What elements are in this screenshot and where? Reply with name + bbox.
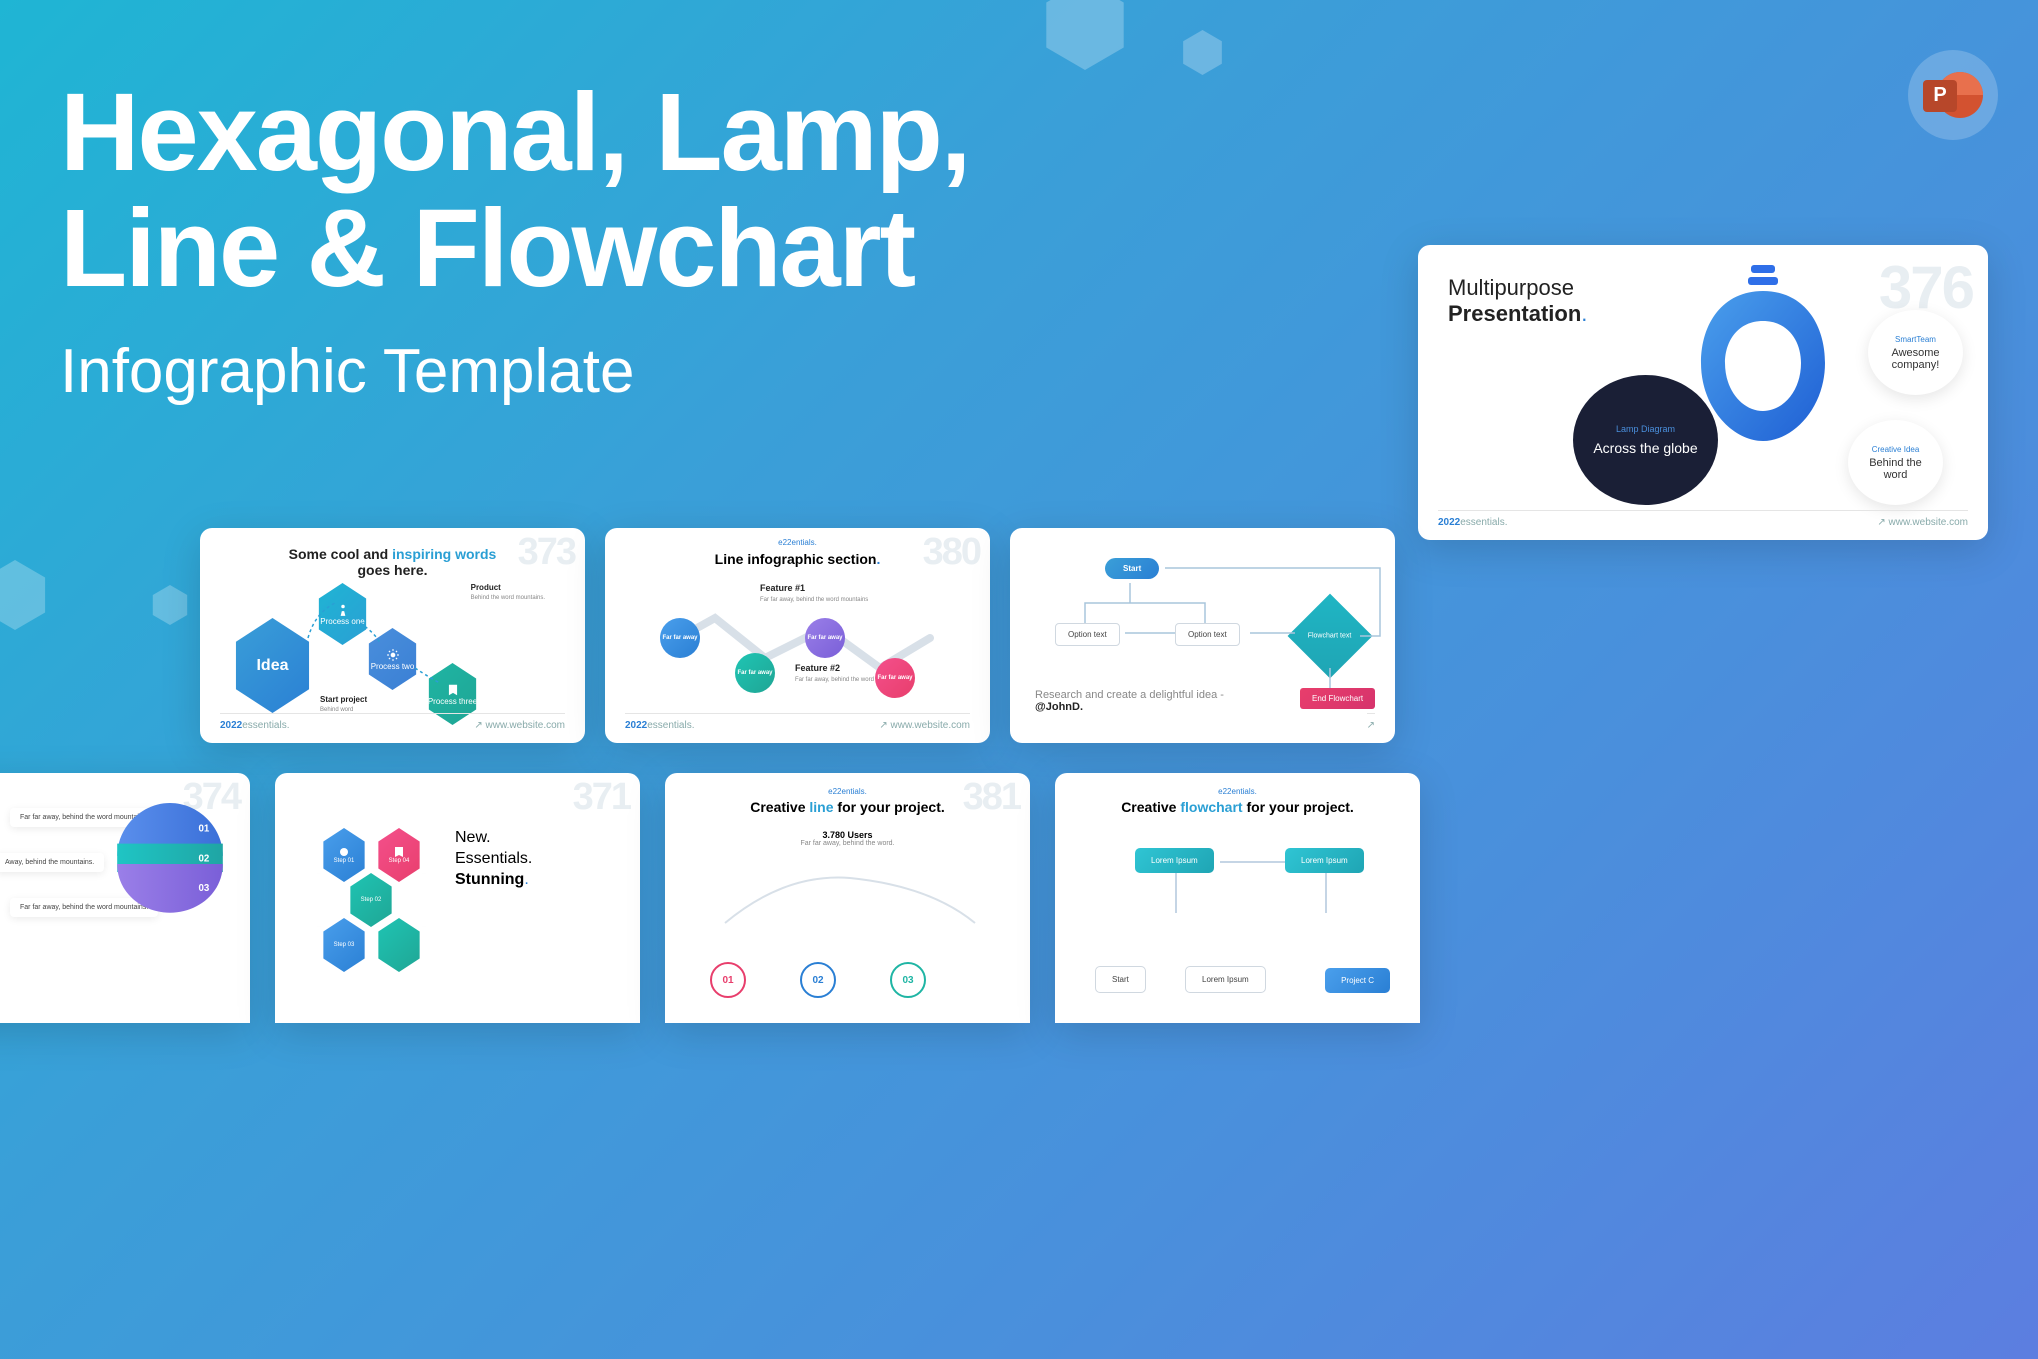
svg-text:03: 03	[198, 883, 209, 894]
slide-footer: 2022essentials. ↗ www.website.com	[1438, 510, 1968, 528]
bubble-creative: Creative Idea Behind the word	[1848, 420, 1943, 505]
hex-step-blank2	[400, 873, 448, 927]
bubble-dark: Lamp Diagram Across the globe	[1573, 375, 1718, 505]
circle-1: 01	[710, 962, 746, 998]
slide-creative-flowchart: e22entials. Creative flowchart for your …	[1055, 773, 1420, 1023]
slide-hex-steps: 371 New. Essentials. Stunning. Step 01 S…	[275, 773, 640, 1023]
slide-number: 381	[963, 776, 1020, 819]
node-2: Far far away	[735, 653, 775, 693]
slide-number: 371	[573, 776, 630, 819]
title-line-2: Line & Flowchart	[60, 191, 969, 307]
slide-d-caption: Research and create a delightful idea -@…	[1035, 689, 1224, 713]
fc-projectc: Project C	[1325, 968, 1390, 993]
circle-2: 02	[800, 962, 836, 998]
powerpoint-icon: P	[1923, 68, 1983, 123]
slide-balloon: 374 Far far away, behind the word mounta…	[0, 773, 250, 1023]
deco-hex	[1040, 0, 1130, 70]
fc-box-2: Lorem Ipsum	[1285, 848, 1364, 873]
slide-creative-line: 381 e22entials. Creative line for your p…	[665, 773, 1030, 1023]
slide-flowchart: Start Option text Option text Flowchart …	[1010, 528, 1395, 743]
connector	[1220, 861, 1285, 863]
powerpoint-badge: P	[1908, 50, 1998, 140]
slide-footer: ↗	[1367, 713, 1375, 731]
deco-hex	[150, 585, 190, 625]
stat-num: 3.780 Users	[665, 830, 1030, 840]
deco-hex	[1180, 30, 1225, 75]
slide-number: 373	[518, 531, 575, 574]
svg-text:01: 01	[198, 823, 209, 834]
start-label: Start projectBehind word	[320, 695, 367, 713]
slide-line: 380 e22entials. Line infographic section…	[605, 528, 990, 743]
slide-footer: 2022essentials. ↗ www.website.com	[625, 713, 970, 731]
balloon-icon: 01 02 03	[105, 803, 235, 933]
brand-small: e22entials.	[1055, 773, 1420, 796]
hex-step-1: Step 01	[320, 828, 368, 882]
slide-hexagons: 373 Some cool and inspiring words goes h…	[200, 528, 585, 743]
slide-lamp: 376 Multipurpose Presentation. Lamp Diag…	[1418, 245, 1988, 540]
subtitle: Infographic Template	[60, 336, 969, 407]
hex-step-4: Step 04	[375, 828, 423, 882]
line-curve	[695, 868, 995, 938]
feature-1: Feature #1Far far away, behind the word …	[760, 583, 868, 603]
node-1: Far far away	[660, 618, 700, 658]
slide-a-title: Multipurpose Presentation.	[1448, 275, 1587, 327]
hex-step-blank	[295, 873, 343, 927]
slide-f-title: New. Essentials. Stunning.	[455, 828, 532, 890]
fc-mid-box: Lorem Ipsum	[1185, 966, 1266, 993]
hero-title: Hexagonal, Lamp, Line & Flowchart Infogr…	[60, 75, 969, 407]
circle-3: 03	[890, 962, 926, 998]
bubble-smartteam: SmartTeam Awesome company!	[1868, 310, 1963, 395]
hex-step-3b	[375, 918, 423, 972]
svg-text:02: 02	[198, 854, 209, 865]
product-label: ProductBehind the word mountains.	[471, 583, 545, 601]
node-3: Far far away	[805, 618, 845, 658]
hex-step-2: Step 02	[347, 873, 395, 927]
slide-h-title: Creative flowchart for your project.	[1055, 796, 1420, 815]
pill-2: Away, behind the mountains.	[0, 853, 104, 872]
connector	[1325, 873, 1327, 913]
connector-arrows	[300, 588, 480, 708]
fc-box-1: Lorem Ipsum	[1135, 848, 1214, 873]
fc-start-box: Start	[1095, 966, 1146, 993]
stat-sub: Far far away, behind the word.	[665, 840, 1030, 847]
deco-hex	[0, 560, 50, 630]
title-line-1: Hexagonal, Lamp,	[60, 75, 969, 191]
node-4: Far far away	[875, 658, 915, 698]
slide-footer: 2022essentials. ↗ www.website.com	[220, 713, 565, 731]
slide-number: 380	[923, 531, 980, 574]
connector	[1175, 873, 1177, 913]
hex-step-3a: Step 03	[320, 918, 368, 972]
